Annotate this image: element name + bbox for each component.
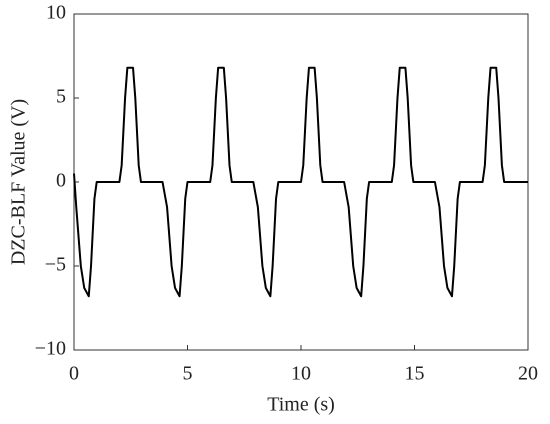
- x-axis-label: Time (s): [267, 394, 335, 416]
- x-tick-label: 0: [69, 363, 79, 385]
- x-tick-label: 5: [183, 363, 193, 385]
- x-tick-label: 15: [405, 363, 425, 385]
- x-tick-label: 20: [518, 363, 538, 385]
- line-series: [73, 66, 528, 298]
- y-tick-label: −10: [35, 338, 66, 360]
- y-tick-label: 10: [46, 2, 66, 24]
- y-axis-label: DZC-BLF Value (V): [8, 99, 30, 265]
- x-tick-label: 10: [291, 363, 311, 385]
- y-tick-label: 0: [56, 170, 66, 192]
- y-tick-label: 5: [56, 86, 66, 108]
- y-tick-label: −5: [45, 254, 66, 276]
